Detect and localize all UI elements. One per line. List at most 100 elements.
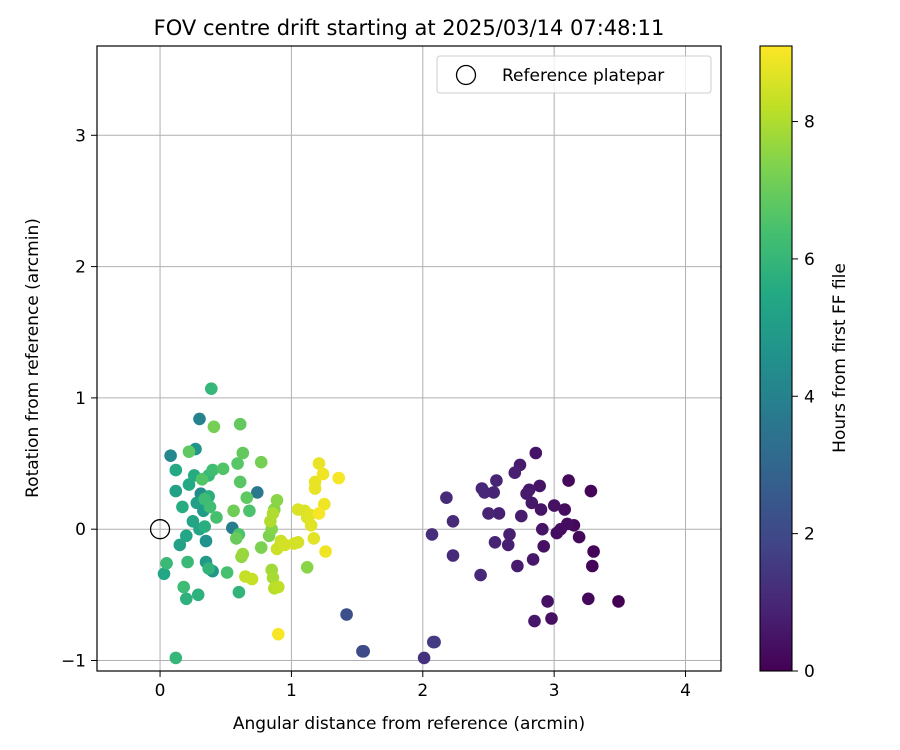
scatter-point — [525, 496, 539, 510]
scatter-point — [536, 522, 549, 536]
scatter-point — [474, 568, 487, 582]
colorbar-tick-label: 6 — [804, 250, 815, 270]
scatter-point — [233, 417, 247, 431]
scatter-point — [572, 530, 586, 544]
scatter-point — [266, 507, 280, 520]
colorbar-label: Hours from first FF file — [830, 263, 850, 453]
colorbar-tick-label: 0 — [804, 662, 815, 682]
scatter-point — [250, 486, 264, 499]
scatter-point — [202, 562, 215, 575]
scatter-point — [270, 494, 284, 507]
scatter-point — [428, 635, 441, 649]
scatter-point — [508, 466, 522, 480]
scatter-point — [199, 534, 213, 548]
x-tick-label: 2 — [417, 681, 428, 701]
scatter-point — [446, 515, 460, 528]
colorbar: 0 2 4 6 8 Hours from first FF file — [759, 45, 850, 682]
x-axis: 0 1 2 3 4 — [155, 671, 691, 701]
scatter-point — [488, 536, 502, 549]
scatter-point — [266, 571, 280, 585]
scatter-point — [528, 614, 541, 628]
scatter-point — [482, 507, 495, 520]
reference-platepar-marker — [149, 519, 171, 540]
scatter-point — [236, 547, 250, 561]
scatter-point — [340, 608, 353, 621]
scatter-point — [203, 500, 217, 514]
scatter-point — [240, 491, 254, 505]
scatter-point — [205, 382, 218, 396]
scatter-point — [231, 457, 244, 470]
scatter-point — [587, 545, 600, 558]
scatter-point — [191, 588, 205, 602]
scatter-point — [236, 446, 250, 460]
scatter-point — [440, 491, 453, 505]
y-tick-label: −1 — [61, 651, 86, 671]
colorbar-gradient — [759, 45, 793, 672]
scatter-point — [291, 536, 305, 549]
scatter-point — [534, 503, 548, 516]
scatter-point — [230, 532, 243, 545]
scatter-point — [193, 412, 206, 426]
scatter-point — [533, 479, 546, 493]
y-axis: −1 0 1 2 3 — [61, 126, 97, 671]
x-tick-label: 1 — [286, 681, 297, 701]
scatter-point — [612, 595, 625, 608]
scatter-point — [357, 645, 371, 658]
scatter-point — [475, 482, 489, 495]
scatter-point — [584, 484, 598, 498]
scatter-point — [562, 474, 575, 487]
scatter-point — [186, 515, 200, 528]
scatter-point — [312, 507, 326, 520]
scatter-point — [198, 520, 211, 533]
scatter-point — [558, 503, 571, 516]
scatter-point — [550, 526, 564, 540]
colorbar-tick-label: 4 — [804, 387, 815, 407]
scatter-point — [169, 484, 183, 498]
scatter-point — [169, 463, 183, 477]
scatter-point — [180, 592, 193, 606]
scatter-point — [157, 567, 171, 581]
legend-marker-open-circle — [455, 64, 477, 86]
legend: Reference platepar — [436, 55, 712, 94]
colorbar-tick-label: 2 — [804, 525, 815, 545]
scatter-point — [227, 504, 240, 518]
scatter-point — [243, 504, 256, 518]
scatter-point — [529, 446, 543, 460]
scatter-point — [210, 511, 223, 524]
scatter-point — [586, 559, 599, 573]
scatter-point — [308, 475, 322, 489]
scatter-point — [582, 592, 595, 606]
scatter-point — [232, 585, 246, 599]
legend-entry-reference-platepar: Reference platepar — [502, 66, 664, 86]
x-tick-label: 3 — [549, 681, 560, 701]
scatter-point — [319, 545, 332, 558]
legend-box — [436, 55, 712, 94]
scatter-points — [149, 382, 625, 665]
scatter-point — [446, 549, 460, 562]
scatter-point — [182, 478, 196, 491]
scatter-point — [511, 559, 524, 573]
y-tick-label: 0 — [75, 520, 86, 540]
scatter-point — [501, 538, 515, 552]
scatter-point — [332, 471, 346, 485]
scatter-point — [164, 449, 177, 463]
scatter-point — [278, 538, 292, 552]
scatter-point — [487, 486, 501, 499]
grid — [97, 46, 721, 671]
scatter-point — [515, 509, 528, 523]
scatter-point — [177, 580, 190, 594]
scatter-point — [254, 455, 268, 469]
scatter-point — [160, 557, 173, 570]
y-tick-label: 2 — [75, 258, 86, 278]
x-tick-label: 4 — [680, 681, 691, 701]
x-tick-label: 0 — [155, 681, 166, 701]
scatter-point — [492, 507, 506, 520]
scatter-point — [206, 463, 219, 477]
scatter-point — [173, 538, 187, 552]
chart-title: FOV centre drift starting at 2025/03/14 … — [154, 16, 665, 40]
scatter-point — [545, 612, 558, 625]
scatter-point — [307, 532, 321, 545]
scatter-point — [541, 595, 554, 608]
scatter-point — [547, 499, 561, 512]
